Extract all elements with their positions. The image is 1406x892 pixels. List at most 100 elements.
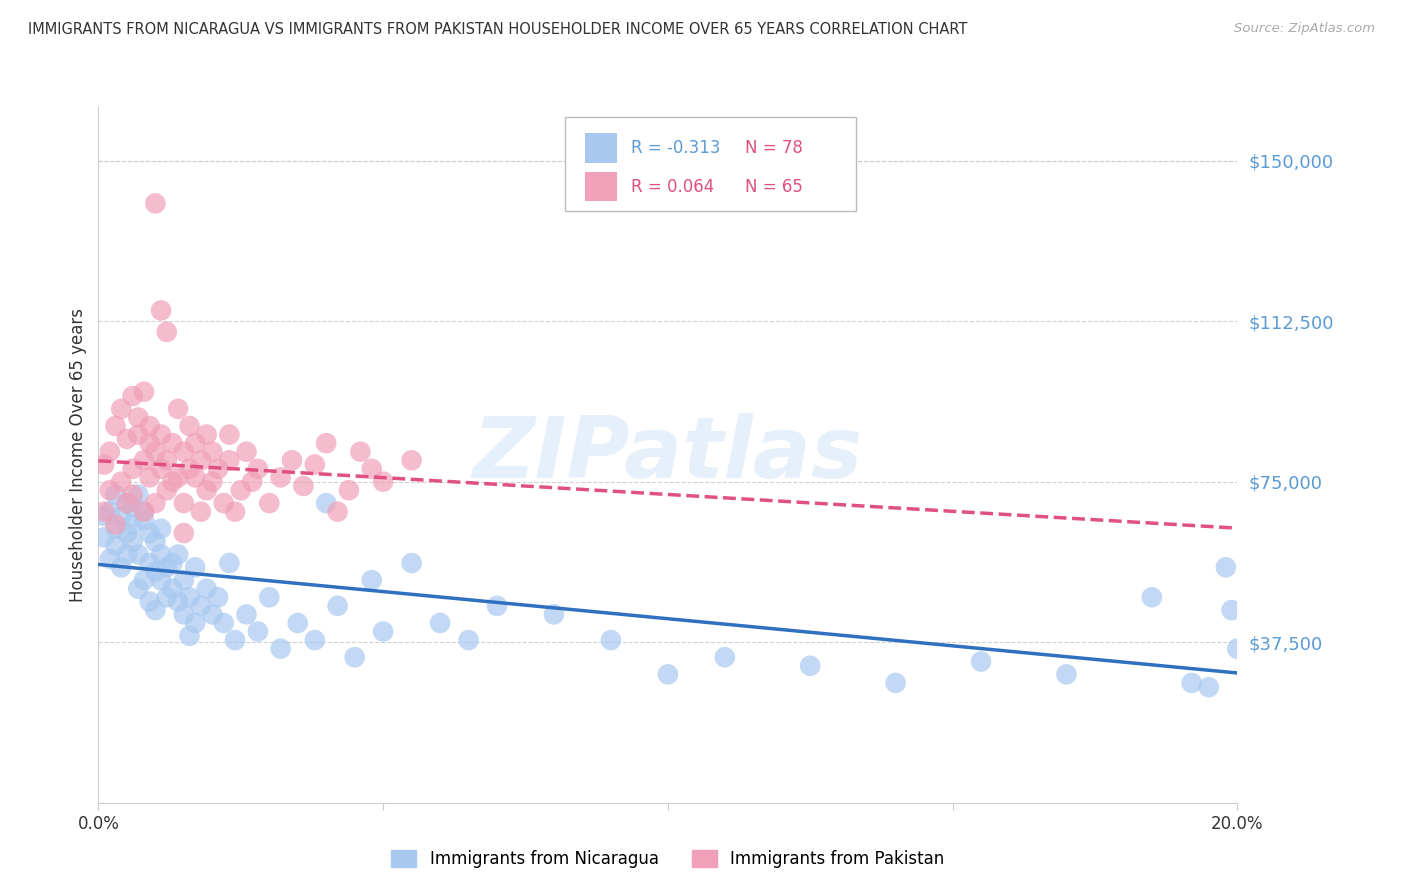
Point	[429, 615, 451, 630]
Text: IMMIGRANTS FROM NICARAGUA VS IMMIGRANTS FROM PAKISTAN HOUSEHOLDER INCOME OVER 65: IMMIGRANTS FROM NICARAGUA VS IMMIGRANTS …	[28, 22, 967, 37]
Point	[1181, 676, 1204, 690]
Point	[98, 444, 121, 458]
Point	[201, 607, 224, 622]
Point	[600, 633, 623, 648]
Point	[1226, 641, 1249, 656]
Point	[104, 487, 127, 501]
Point	[150, 462, 173, 476]
Point	[121, 487, 143, 501]
Point	[173, 607, 195, 622]
Point	[179, 419, 201, 434]
Point	[401, 556, 423, 570]
Point	[270, 641, 292, 656]
Point	[121, 462, 143, 476]
Point	[127, 582, 149, 596]
Point	[162, 582, 184, 596]
Point	[184, 560, 207, 574]
Point	[98, 483, 121, 498]
Point	[207, 462, 229, 476]
Point	[98, 505, 121, 519]
Point	[138, 419, 160, 434]
Point	[115, 496, 138, 510]
Point	[1220, 603, 1243, 617]
Point	[162, 436, 184, 450]
Point	[315, 496, 337, 510]
Point	[93, 458, 115, 472]
Point	[127, 427, 149, 442]
Point	[132, 384, 155, 399]
Point	[360, 462, 382, 476]
Point	[138, 470, 160, 484]
Point	[98, 551, 121, 566]
Point	[110, 508, 132, 523]
Point	[145, 565, 167, 579]
Point	[150, 573, 173, 587]
Point	[93, 505, 115, 519]
Point	[287, 615, 309, 630]
Point	[246, 462, 269, 476]
Point	[110, 475, 132, 489]
Point	[115, 548, 138, 562]
Point	[195, 582, 218, 596]
Point	[292, 479, 315, 493]
Point	[304, 633, 326, 648]
Point	[190, 453, 212, 467]
Text: Source: ZipAtlas.com: Source: ZipAtlas.com	[1234, 22, 1375, 36]
Point	[167, 401, 190, 416]
Point	[201, 475, 224, 489]
Point	[104, 539, 127, 553]
Point	[360, 573, 382, 587]
Point	[343, 650, 366, 665]
Point	[184, 615, 207, 630]
Point	[281, 453, 304, 467]
Point	[115, 526, 138, 541]
Text: ZIPatlas: ZIPatlas	[472, 413, 863, 497]
Point	[115, 496, 138, 510]
Point	[167, 548, 190, 562]
Point	[543, 607, 565, 622]
Point	[104, 522, 127, 536]
Point	[179, 462, 201, 476]
Point	[104, 419, 127, 434]
Point	[212, 496, 235, 510]
Point	[121, 517, 143, 532]
Point	[167, 594, 190, 608]
Point	[145, 196, 167, 211]
Point	[93, 508, 115, 523]
Point	[115, 432, 138, 446]
Point	[173, 496, 195, 510]
Point	[218, 556, 240, 570]
Text: R = -0.313: R = -0.313	[631, 139, 721, 157]
Point	[714, 650, 737, 665]
Point	[184, 470, 207, 484]
Point	[150, 427, 173, 442]
Point	[173, 444, 195, 458]
FancyBboxPatch shape	[565, 118, 856, 211]
Text: N = 65: N = 65	[745, 178, 803, 195]
Point	[173, 573, 195, 587]
Point	[138, 526, 160, 541]
Point	[349, 444, 371, 458]
Point	[121, 389, 143, 403]
Point	[138, 594, 160, 608]
Point	[457, 633, 479, 648]
Point	[224, 633, 246, 648]
Point	[150, 548, 173, 562]
Point	[132, 505, 155, 519]
Point	[150, 303, 173, 318]
Point	[156, 560, 179, 574]
Point	[150, 522, 173, 536]
Point	[132, 573, 155, 587]
Point	[190, 505, 212, 519]
Point	[884, 676, 907, 690]
Point	[657, 667, 679, 681]
Point	[132, 453, 155, 467]
Point	[1198, 680, 1220, 694]
Point	[145, 496, 167, 510]
Point	[373, 475, 395, 489]
Point	[145, 534, 167, 549]
Point	[218, 453, 240, 467]
Point	[156, 325, 179, 339]
Point	[121, 500, 143, 515]
Point	[184, 436, 207, 450]
